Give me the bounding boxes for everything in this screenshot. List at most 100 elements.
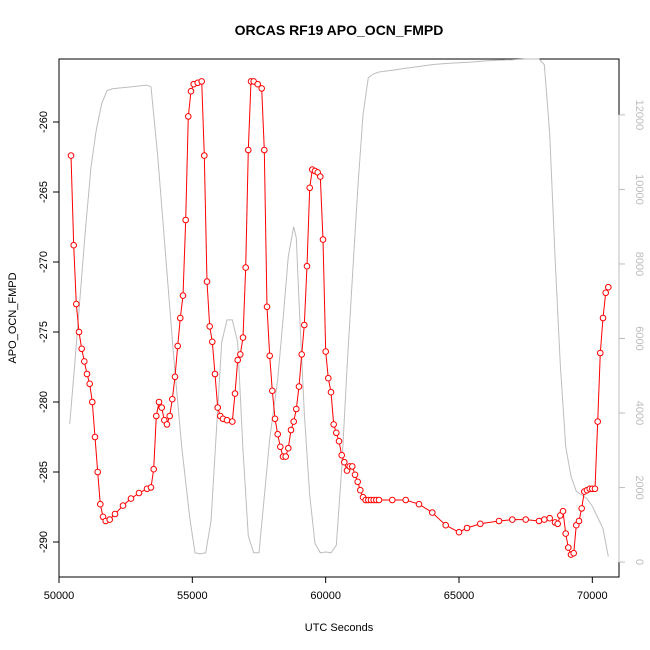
data-point bbox=[214, 404, 221, 411]
y-axis-label: APO_OCN_FMPD bbox=[7, 272, 19, 363]
x-tick-label: 55000 bbox=[177, 590, 208, 602]
plot-frame bbox=[58, 58, 620, 578]
data-point bbox=[546, 514, 554, 522]
data-point bbox=[591, 485, 599, 493]
y2-tick-label: 10000 bbox=[633, 174, 645, 205]
data-point bbox=[317, 173, 324, 180]
data-point bbox=[127, 495, 135, 502]
data-point bbox=[495, 517, 503, 525]
data-point bbox=[415, 500, 423, 508]
data-point bbox=[282, 453, 290, 460]
data-point bbox=[333, 429, 340, 437]
data-point bbox=[150, 465, 157, 473]
data-point bbox=[341, 458, 348, 466]
data-point bbox=[179, 292, 187, 299]
data-point bbox=[293, 405, 300, 413]
data-point bbox=[455, 528, 463, 536]
data-point bbox=[94, 468, 101, 476]
data-point bbox=[269, 387, 276, 395]
y2-tick-label: 6000 bbox=[633, 326, 645, 350]
data-point bbox=[565, 544, 572, 551]
data-point bbox=[306, 184, 314, 192]
data-point bbox=[245, 146, 252, 154]
y-axis-left: -290 -285 -280 -275 -270 -265 -260 bbox=[38, 111, 60, 553]
data-point bbox=[402, 496, 410, 504]
data-point bbox=[298, 351, 306, 358]
data-point bbox=[541, 516, 548, 523]
data-point bbox=[147, 484, 155, 491]
data-point bbox=[295, 383, 303, 390]
data-point bbox=[97, 500, 104, 508]
data-point bbox=[229, 418, 236, 425]
data-point bbox=[319, 236, 327, 243]
x-tick-label: 60000 bbox=[310, 590, 341, 602]
data-point bbox=[234, 356, 241, 364]
y2-tick-label: 2000 bbox=[633, 475, 645, 499]
data-point bbox=[301, 321, 308, 329]
data-point bbox=[322, 348, 330, 355]
data-point bbox=[594, 418, 602, 425]
data-point bbox=[239, 334, 247, 341]
data-point bbox=[198, 78, 205, 85]
data-point bbox=[163, 421, 171, 428]
data-point bbox=[203, 278, 211, 285]
data-point bbox=[599, 314, 607, 322]
data-point bbox=[166, 412, 173, 420]
data-point bbox=[597, 349, 604, 357]
data-point bbox=[271, 415, 279, 423]
data-point bbox=[81, 358, 88, 365]
y-tick-label: -280 bbox=[38, 391, 50, 413]
data-point bbox=[354, 478, 362, 486]
data-point bbox=[242, 264, 249, 271]
data-point bbox=[78, 345, 85, 353]
data-point bbox=[119, 502, 127, 509]
y-tick-label: -290 bbox=[38, 531, 50, 553]
data-point bbox=[73, 300, 80, 308]
y2-tick-label: 4000 bbox=[633, 401, 645, 425]
data-point bbox=[261, 146, 268, 154]
data-point bbox=[522, 516, 530, 523]
data-point bbox=[75, 328, 83, 336]
data-point bbox=[231, 390, 239, 397]
y2-tick-label: 0 bbox=[633, 559, 645, 565]
data-point bbox=[91, 433, 99, 441]
data-point bbox=[155, 398, 163, 406]
data-point bbox=[554, 520, 562, 528]
data-point bbox=[67, 152, 75, 159]
data-point bbox=[509, 516, 516, 523]
primary-series-line bbox=[70, 80, 609, 556]
y-tick-label: -270 bbox=[38, 251, 50, 273]
data-point bbox=[182, 216, 189, 224]
data-point bbox=[211, 370, 219, 378]
data-point bbox=[254, 80, 262, 88]
data-point bbox=[357, 486, 364, 494]
y-tick-label: -260 bbox=[38, 111, 50, 133]
data-point bbox=[266, 352, 274, 360]
x-tick-label: 50000 bbox=[44, 590, 75, 602]
data-point bbox=[602, 289, 610, 297]
data-point bbox=[86, 380, 93, 388]
data-point bbox=[111, 510, 119, 518]
data-point bbox=[223, 416, 231, 424]
data-point bbox=[463, 524, 471, 532]
data-point bbox=[70, 241, 77, 249]
data-point bbox=[442, 521, 450, 529]
data-point bbox=[389, 496, 396, 504]
data-point bbox=[575, 517, 583, 525]
data-point bbox=[177, 314, 184, 322]
data-point bbox=[201, 152, 208, 159]
data-point bbox=[429, 509, 436, 516]
y2-tick-label: 8000 bbox=[633, 252, 645, 276]
data-point bbox=[185, 113, 192, 120]
data-point bbox=[570, 549, 578, 557]
data-point bbox=[187, 87, 195, 95]
data-point bbox=[303, 262, 311, 270]
data-point bbox=[335, 437, 343, 445]
data-point bbox=[174, 342, 181, 350]
data-point bbox=[153, 412, 160, 420]
y-tick-label: -265 bbox=[38, 181, 50, 203]
data-point bbox=[562, 530, 570, 537]
data-point bbox=[535, 517, 543, 525]
data-point bbox=[477, 520, 484, 528]
